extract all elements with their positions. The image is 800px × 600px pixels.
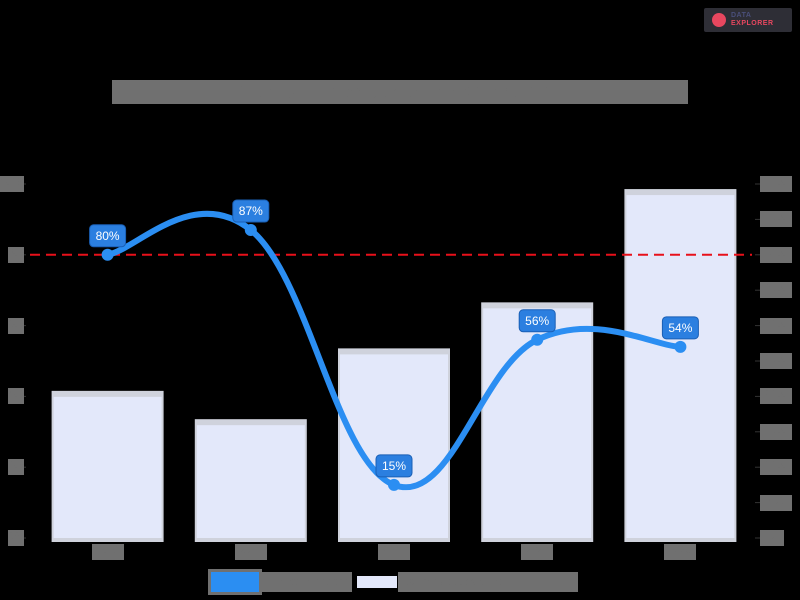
right-axis-label: 500 — [760, 494, 792, 511]
x-axis-label: 2019 — [91, 544, 124, 560]
logo-text-bottom: EXPLORER — [731, 20, 774, 27]
x-axis-label: 2022 — [521, 544, 554, 560]
data-point[interactable] — [244, 224, 257, 237]
right-axis-label: 2500 — [760, 353, 792, 369]
data-label-bg — [661, 316, 699, 340]
left-axis-label: 80% — [8, 246, 24, 263]
legend-swatch-line — [208, 569, 262, 595]
logo-mark-icon — [712, 13, 726, 27]
data-label: 80% — [96, 229, 120, 243]
legend-label-bar: Bar series (obscured) — [398, 572, 578, 592]
bar[interactable] — [53, 396, 162, 538]
data-label-bg — [518, 309, 556, 333]
data-label-bg — [232, 199, 270, 223]
data-label: 56% — [525, 314, 549, 328]
right-axis-label: 3500 — [760, 282, 792, 299]
data-point[interactable] — [388, 478, 400, 491]
chart-title: Title text (obscured in screenshot) — [112, 80, 688, 104]
right-axis-label: 1000 — [760, 459, 792, 476]
x-axis-label: 2020 — [234, 544, 267, 560]
data-point[interactable] — [101, 248, 114, 261]
right-axis-label: 2000 — [760, 388, 792, 405]
x-axis-label: 2021 — [378, 544, 410, 560]
legend-swatch-bar — [356, 575, 398, 589]
data-point[interactable] — [674, 340, 687, 353]
left-axis-label: 20% — [8, 459, 24, 476]
chart-legend: Line series (obscured) Bar series (obscu… — [208, 569, 578, 595]
data-label: 15% — [382, 459, 406, 473]
data-label: 54% — [668, 321, 692, 335]
legend-label-line: Line series (obscured) — [262, 572, 352, 592]
data-label-bg — [89, 224, 127, 248]
left-axis-label: 60% — [8, 317, 24, 334]
brand-logo: DATA EXPLORER — [704, 8, 792, 32]
left-axis-label: 0% — [8, 530, 24, 546]
legend-item-line[interactable]: Line series (obscured) — [208, 569, 352, 595]
left-axis-label: 40% — [8, 388, 24, 405]
right-axis-label: 1500 — [760, 423, 792, 440]
bar[interactable] — [483, 308, 592, 538]
data-label: 87% — [239, 204, 263, 218]
data-label-bg — [375, 454, 413, 478]
right-axis-label: 5000 — [760, 176, 792, 192]
logo-text-top: DATA — [731, 12, 752, 19]
bar[interactable] — [626, 195, 735, 538]
x-axis-label: 2023 — [664, 544, 697, 560]
right-axis-label: 0 — [760, 530, 784, 546]
right-axis-label: 3000 — [760, 317, 792, 334]
legend-item-bar[interactable]: Bar series (obscured) — [352, 572, 578, 592]
bar[interactable] — [196, 425, 305, 538]
data-point[interactable] — [531, 333, 544, 346]
left-axis-label: 100% — [0, 176, 24, 192]
right-axis-label: 4500 — [760, 211, 792, 228]
right-axis-label: 4000 — [760, 246, 792, 263]
